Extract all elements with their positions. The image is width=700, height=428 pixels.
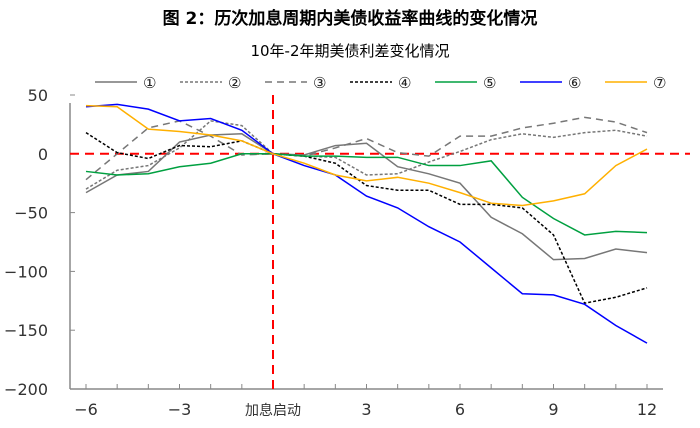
y-tick-label: −150 xyxy=(4,321,48,340)
x-tick-label: 9 xyxy=(548,400,558,419)
series-line-③ xyxy=(85,116,648,181)
legend-label: ① xyxy=(143,74,156,92)
y-tick-label: −50 xyxy=(14,204,48,223)
x-tick-label: 12 xyxy=(637,400,657,419)
x-tick-label: −6 xyxy=(74,400,98,419)
chart-title: 10年-2年期美债利差变化情况 xyxy=(250,42,449,60)
y-tick-label: −100 xyxy=(4,262,48,281)
series-line-② xyxy=(85,120,648,190)
legend-label: ② xyxy=(228,74,241,92)
series-line-⑥ xyxy=(85,103,648,344)
legend-label: ⑦ xyxy=(653,74,666,92)
legend-label: ⑥ xyxy=(568,74,581,92)
series-line-④ xyxy=(85,132,648,304)
x-tick-label: −3 xyxy=(168,400,192,419)
series-line-⑦ xyxy=(85,104,648,207)
x-tick-label: 3 xyxy=(361,400,371,419)
series-line-⑤ xyxy=(85,153,648,236)
x-tick-label: 加息启动 xyxy=(245,402,301,419)
y-tick-label: −200 xyxy=(4,380,48,399)
figure-title: 图 2：历次加息周期内美债收益率曲线的变化情况 xyxy=(162,9,538,29)
series-line-① xyxy=(85,133,648,261)
y-tick-label: 50 xyxy=(28,86,48,105)
x-tick-label: 6 xyxy=(455,400,465,419)
legend-label: ④ xyxy=(398,74,411,92)
legend-label: ③ xyxy=(313,74,326,92)
y-tick-label: 0 xyxy=(38,145,48,164)
legend-label: ⑤ xyxy=(483,74,496,92)
